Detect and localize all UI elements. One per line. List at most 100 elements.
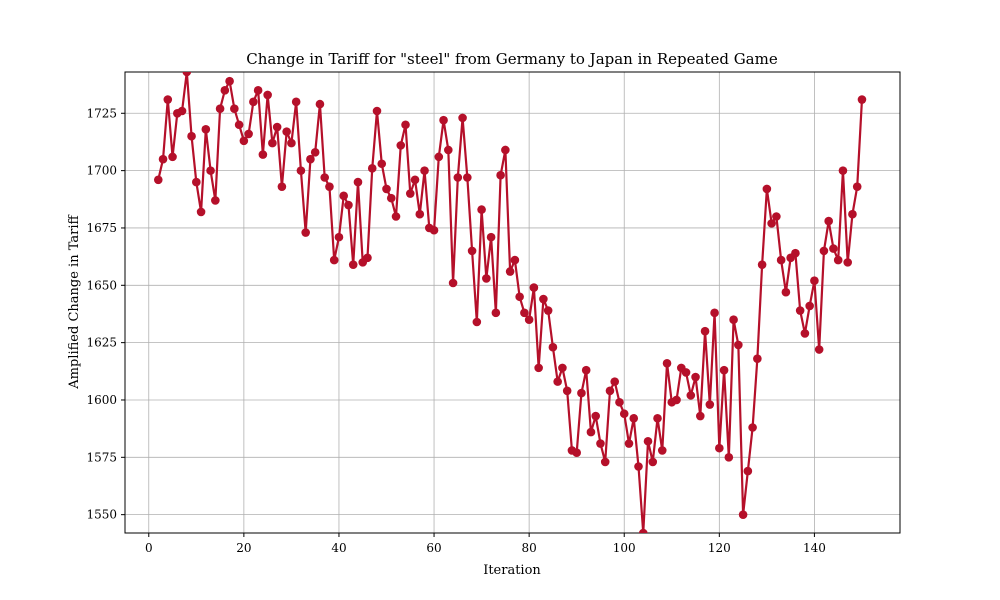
data-point — [724, 453, 734, 462]
data-point — [334, 232, 344, 242]
data-point — [234, 120, 244, 130]
data-point — [363, 253, 372, 263]
data-point — [524, 315, 534, 325]
data-point — [619, 409, 629, 419]
data-point — [220, 86, 230, 95]
data-points — [153, 72, 867, 533]
data-point — [810, 276, 819, 286]
data-point — [444, 145, 453, 155]
data-point — [405, 189, 415, 198]
data-point — [558, 363, 567, 373]
data-point — [829, 244, 838, 253]
data-point — [196, 207, 206, 217]
x-tick-label: 120 — [708, 541, 731, 555]
data-point — [729, 315, 738, 325]
data-point — [824, 216, 833, 226]
data-point — [158, 154, 168, 164]
data-point — [301, 228, 310, 237]
data-point — [852, 182, 862, 191]
data-point — [534, 363, 543, 373]
data-point — [662, 358, 672, 368]
data-point — [800, 329, 810, 338]
data-point — [439, 115, 448, 125]
data-point — [310, 147, 320, 157]
data-point — [605, 386, 615, 396]
data-point — [696, 411, 705, 421]
data-point — [206, 166, 215, 175]
data-point — [458, 113, 467, 123]
data-point — [253, 86, 263, 95]
data-point — [543, 306, 553, 315]
data-point — [401, 120, 410, 130]
x-tick-label: 0 — [145, 541, 153, 555]
data-point — [520, 308, 529, 318]
data-point — [653, 414, 662, 423]
data-point — [463, 173, 472, 182]
data-point — [762, 184, 772, 194]
data-point — [753, 354, 762, 363]
data-point — [791, 248, 800, 258]
data-point — [348, 260, 358, 269]
x-tick-label: 60 — [426, 541, 441, 555]
plot-frame — [124, 71, 901, 534]
series-line-layer — [157, 72, 864, 533]
data-point — [496, 170, 505, 180]
data-point — [486, 232, 496, 242]
data-point — [719, 365, 729, 375]
data-point — [225, 76, 234, 86]
y-tick-label: 1725 — [86, 106, 117, 120]
x-tick-label: 20 — [236, 541, 251, 555]
data-point — [715, 443, 724, 453]
data-point — [638, 528, 648, 533]
data-point — [339, 191, 349, 201]
data-point — [734, 340, 743, 350]
data-point — [501, 145, 510, 155]
data-point — [372, 106, 382, 116]
data-point — [482, 274, 491, 283]
data-point — [572, 448, 581, 458]
data-point — [434, 152, 444, 162]
data-point — [382, 184, 391, 194]
data-point — [272, 122, 282, 132]
data-point — [244, 129, 253, 139]
data-point — [377, 159, 387, 169]
data-point — [648, 457, 658, 467]
data-point — [553, 377, 562, 386]
x-tick-label: 140 — [803, 541, 826, 555]
axes: 0 20 40 60 80 100 120 140 1550 1575 1600 1625 1650 16… — [86, 71, 901, 555]
y-tick-label: 1650 — [86, 278, 117, 292]
data-point — [306, 154, 315, 164]
data-point — [700, 326, 710, 336]
data-point — [776, 255, 786, 265]
data-point — [772, 212, 781, 221]
data-point — [325, 182, 334, 191]
y-tick-label: 1600 — [86, 393, 117, 407]
data-point — [738, 510, 748, 519]
data-point — [615, 397, 624, 407]
data-point — [168, 152, 177, 162]
data-point — [814, 345, 824, 354]
data-point — [177, 106, 187, 116]
data-point — [268, 138, 277, 148]
data-point — [600, 457, 610, 467]
data-point — [833, 255, 843, 265]
x-tick-label: 100 — [613, 541, 636, 555]
data-point — [386, 193, 396, 203]
data-point — [586, 427, 596, 437]
data-point — [505, 267, 515, 276]
data-point — [548, 342, 558, 352]
series-line — [157, 72, 864, 533]
data-point — [767, 219, 776, 228]
data-point — [672, 395, 681, 405]
data-point — [277, 182, 287, 191]
data-point — [562, 386, 572, 396]
data-point — [249, 97, 258, 107]
data-point — [843, 258, 852, 267]
data-point — [819, 246, 829, 256]
data-point — [681, 368, 691, 377]
data-point — [515, 292, 524, 302]
data-point — [477, 205, 486, 214]
data-point — [838, 166, 848, 175]
data-point — [282, 127, 291, 136]
data-point — [467, 246, 477, 256]
